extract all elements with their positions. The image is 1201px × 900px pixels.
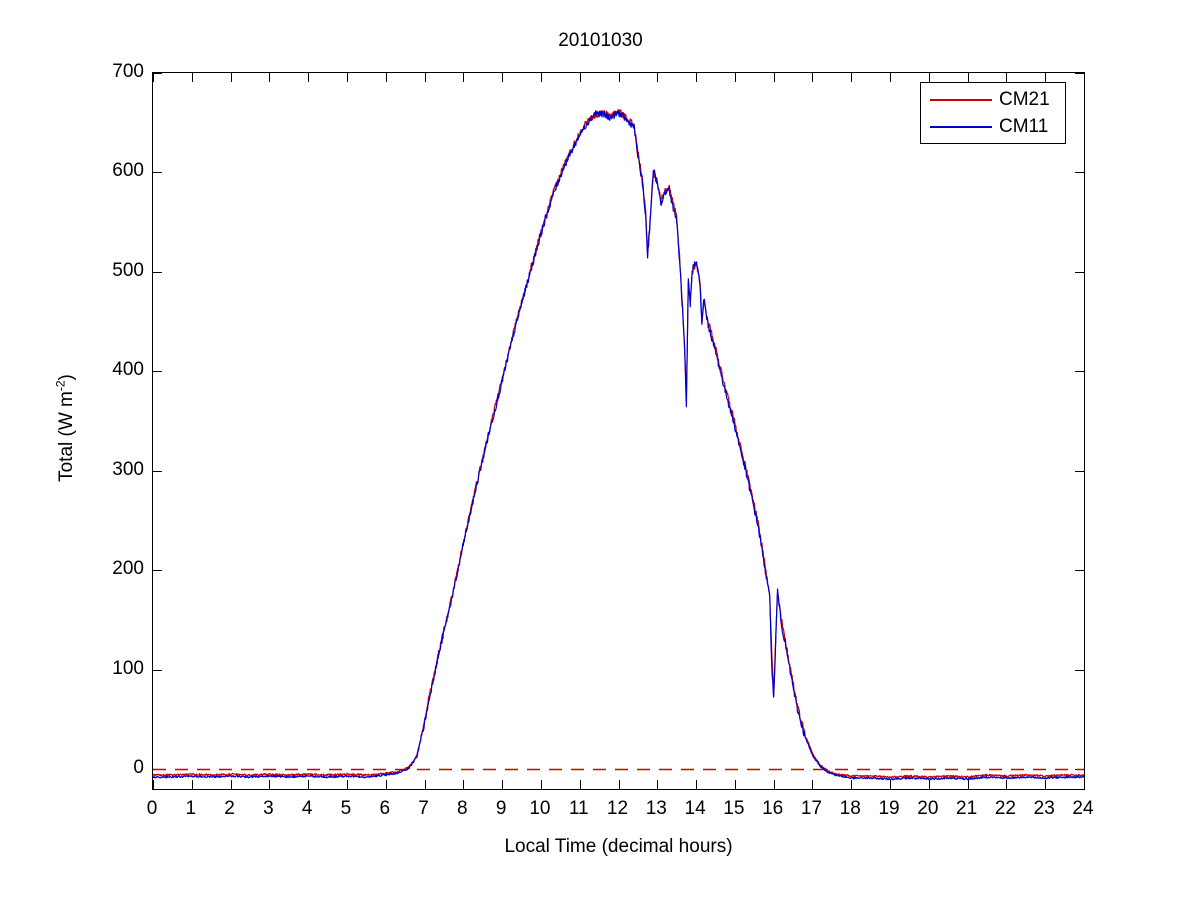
legend-label-cm21: CM21 [999, 89, 1050, 110]
x-tick-label: 18 [839, 798, 861, 819]
x-tick-label: 20 [917, 798, 939, 819]
x-tick-label: 0 [146, 798, 158, 819]
legend-item-cm21[interactable]: CM21 [921, 87, 1067, 113]
y-axis-label-tail: ) [56, 374, 77, 381]
chart-title: 20101030 [558, 30, 643, 51]
axis-ticks [153, 73, 1084, 789]
x-tick-label: 24 [1072, 798, 1094, 819]
x-tick-label: 10 [529, 798, 551, 819]
y-axis-label-base: Total (W m [56, 391, 77, 482]
y-axis-label: Total (W m-2) [53, 298, 78, 558]
x-tick-label: 5 [340, 798, 352, 819]
series-line-cm21 [153, 109, 1084, 779]
x-tick-label: 8 [457, 798, 468, 819]
legend-box: CM21 CM11 [920, 82, 1066, 144]
y-tick-label: 200 [112, 558, 144, 580]
x-tick-label: 1 [185, 798, 197, 819]
x-tick-label: 14 [684, 798, 706, 819]
x-tick-label: 7 [418, 798, 429, 819]
x-tick-label: 22 [994, 798, 1016, 819]
x-tick-label: 15 [723, 798, 745, 819]
y-axis-label-exponent: -2 [53, 380, 68, 392]
x-tick-label: 17 [800, 798, 823, 819]
y-axis-tick-labels: 0 100 200 300 400 500 600 700 [62, 62, 144, 790]
legend-label-cm11: CM11 [999, 116, 1049, 137]
y-tick-label: 300 [112, 458, 144, 480]
y-tick-label: 0 [133, 757, 144, 779]
x-tick-label: 9 [495, 798, 507, 819]
x-tick-label: 12 [606, 798, 629, 819]
x-axis-label: Local Time (decimal hours) [504, 836, 733, 857]
y-tick-label: 700 [112, 61, 144, 82]
legend-swatch-cm11 [930, 126, 992, 128]
x-tick-label: 6 [379, 798, 391, 819]
x-tick-label: 21 [956, 798, 978, 819]
x-tick-label: 3 [263, 798, 274, 819]
x-tick-label: 19 [878, 798, 900, 819]
x-tick-label: 11 [568, 798, 589, 819]
y-tick-label: 600 [112, 160, 144, 182]
legend-swatch-cm21 [930, 99, 992, 101]
x-tick-label: 13 [645, 798, 667, 819]
x-tick-label: 2 [224, 798, 235, 819]
x-axis-tick-labels: 0 1 2 3 4 5 6 7 8 9 10 11 12 13 14 15 16 17 18 19 20 21 22 23 24 [147, 798, 1094, 828]
x-tick-label: 23 [1033, 798, 1055, 819]
x-tick-label: 4 [301, 798, 313, 819]
x-tick-label: 16 [762, 798, 784, 819]
y-tick-label: 500 [112, 259, 144, 281]
series-line-cm11 [153, 110, 1084, 781]
plot-area [152, 72, 1085, 790]
y-tick-label: 100 [112, 657, 144, 679]
y-tick-label: 400 [112, 359, 144, 381]
plot-svg [153, 73, 1084, 789]
legend-item-cm11[interactable]: CM11 [921, 114, 1067, 140]
